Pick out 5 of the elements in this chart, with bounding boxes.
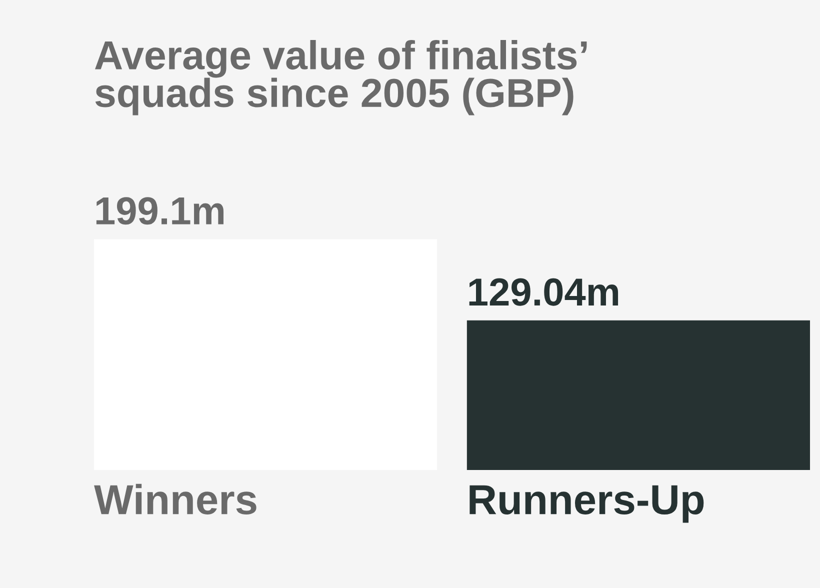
x-tick-label: Winners bbox=[94, 484, 256, 514]
data-label: 129.04m bbox=[469, 278, 618, 306]
x-tick-label: Runners-Up bbox=[470, 485, 704, 523]
data-label: 199.1m bbox=[96, 197, 224, 225]
chart-title: Average value of finalists’ squads since 2005 (GBP) bbox=[95, 40, 587, 116]
